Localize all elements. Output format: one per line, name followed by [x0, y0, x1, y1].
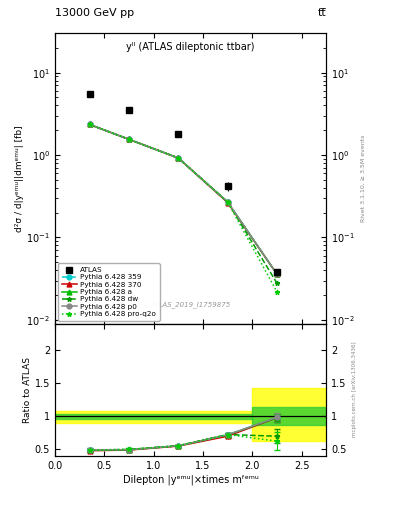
Pythia 6.428 p0 — [87, 121, 92, 127]
Pythia 6.428 dw — [225, 199, 230, 205]
Pythia 6.428 359 — [127, 136, 131, 142]
Y-axis label: d²σ / d|yᵉᵐᵘ||dmᵉᵐᵘ| [fb]: d²σ / d|yᵉᵐᵘ||dmᵉᵐᵘ| [fb] — [15, 125, 24, 232]
Pythia 6.428 a — [176, 155, 181, 161]
Line: Pythia 6.428 pro-q2o: Pythia 6.428 pro-q2o — [87, 122, 279, 294]
Pythia 6.428 dw — [176, 155, 181, 161]
Pythia 6.428 a — [87, 121, 92, 127]
Legend: ATLAS, Pythia 6.428 359, Pythia 6.428 370, Pythia 6.428 a, Pythia 6.428 dw, Pyth: ATLAS, Pythia 6.428 359, Pythia 6.428 37… — [58, 263, 160, 321]
Line: Pythia 6.428 370: Pythia 6.428 370 — [87, 122, 279, 276]
Line: Pythia 6.428 p0: Pythia 6.428 p0 — [87, 122, 279, 276]
Pythia 6.428 370 — [176, 155, 181, 161]
Y-axis label: mcplots.cern.ch [arXiv:1306.3436]: mcplots.cern.ch [arXiv:1306.3436] — [352, 342, 357, 437]
Line: Pythia 6.428 a: Pythia 6.428 a — [87, 122, 279, 276]
Pythia 6.428 dw — [87, 121, 92, 127]
Text: ATLAS_2019_I1759875: ATLAS_2019_I1759875 — [151, 301, 231, 308]
Line: Pythia 6.428 359: Pythia 6.428 359 — [87, 122, 279, 276]
Pythia 6.428 359 — [87, 121, 92, 127]
Text: 13000 GeV pp: 13000 GeV pp — [55, 8, 134, 18]
Pythia 6.428 dw — [275, 280, 279, 286]
Text: tt̅: tt̅ — [318, 8, 326, 18]
Pythia 6.428 pro-q2o — [87, 121, 92, 127]
Pythia 6.428 dw — [127, 136, 131, 142]
Pythia 6.428 p0 — [225, 199, 230, 205]
Pythia 6.428 pro-q2o — [225, 199, 230, 205]
Pythia 6.428 p0 — [275, 271, 279, 277]
Pythia 6.428 359 — [176, 155, 181, 161]
Y-axis label: Rivet 3.1.10, ≥ 3.5M events: Rivet 3.1.10, ≥ 3.5M events — [360, 135, 365, 222]
Pythia 6.428 p0 — [176, 155, 181, 161]
Pythia 6.428 370 — [225, 200, 230, 206]
Pythia 6.428 370 — [87, 121, 92, 127]
Line: Pythia 6.428 dw: Pythia 6.428 dw — [87, 122, 279, 286]
Pythia 6.428 p0 — [127, 136, 131, 142]
Pythia 6.428 pro-q2o — [127, 136, 131, 142]
Pythia 6.428 370 — [275, 271, 279, 277]
Pythia 6.428 a — [275, 271, 279, 277]
Pythia 6.428 370 — [127, 136, 131, 142]
Pythia 6.428 pro-q2o — [275, 289, 279, 295]
Text: yˡˡ (ATLAS dileptonic ttbar): yˡˡ (ATLAS dileptonic ttbar) — [127, 42, 255, 52]
Pythia 6.428 359 — [275, 271, 279, 277]
Pythia 6.428 a — [225, 199, 230, 205]
Pythia 6.428 pro-q2o — [176, 155, 181, 161]
Pythia 6.428 a — [127, 136, 131, 142]
X-axis label: Dilepton |yᵉᵐᵘ|×times mᶠᵉᵐᵘ: Dilepton |yᵉᵐᵘ|×times mᶠᵉᵐᵘ — [123, 475, 259, 485]
Y-axis label: Ratio to ATLAS: Ratio to ATLAS — [23, 357, 32, 423]
Pythia 6.428 359 — [225, 199, 230, 205]
